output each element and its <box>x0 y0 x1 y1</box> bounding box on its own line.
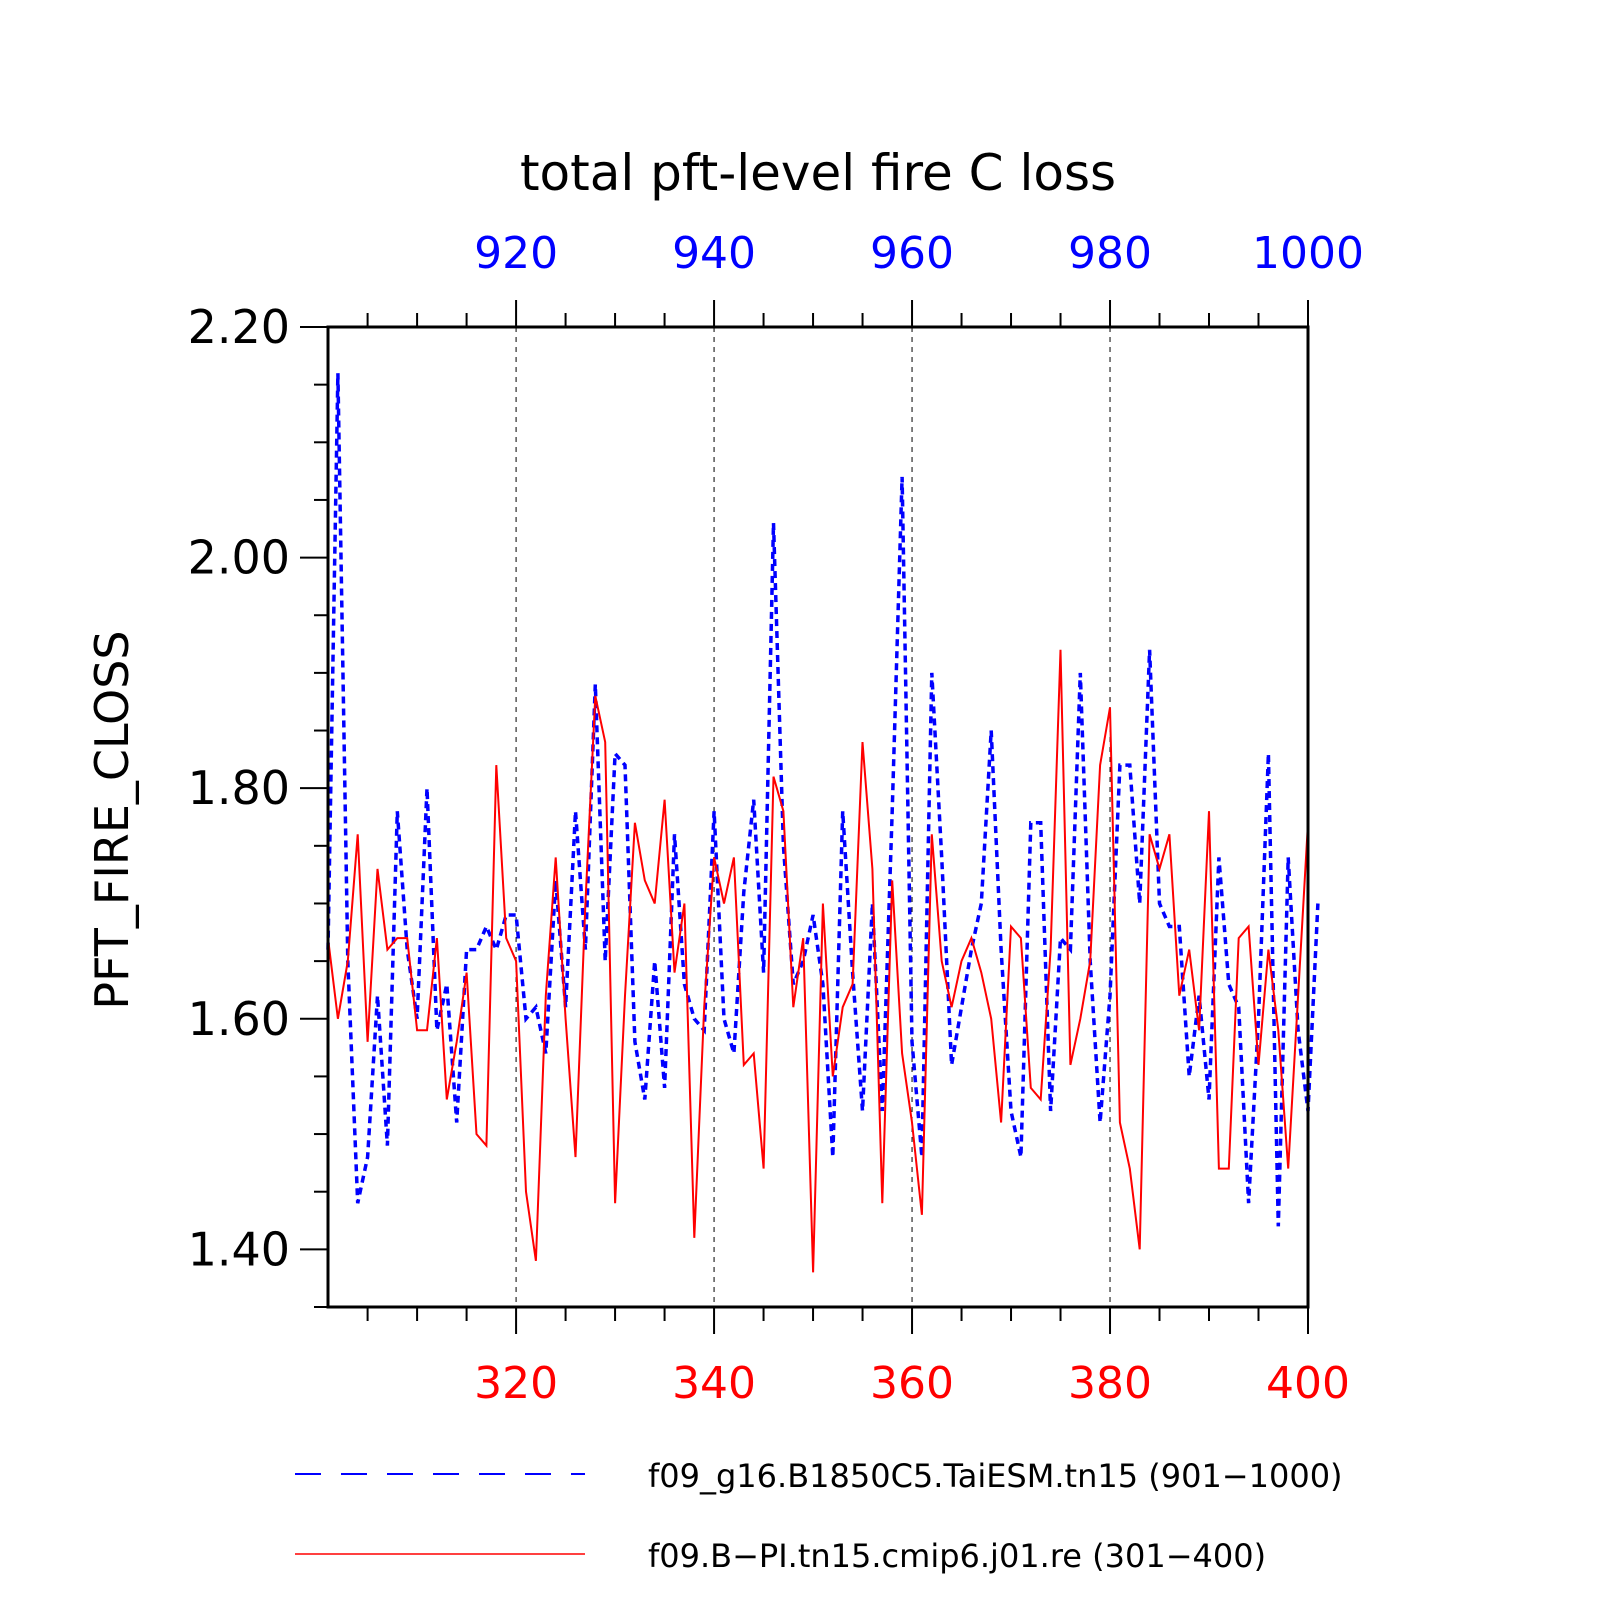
bottom-tick-label: 320 <box>474 1358 558 1409</box>
bottom-tick-label: 380 <box>1068 1358 1152 1409</box>
legend-label-2: f09.B−PI.tn15.cmip6.j01.re (301−400) <box>648 1537 1266 1575</box>
y-axis-label: PFT_FIRE_CLOSS <box>85 630 139 1009</box>
top-tick-label: 980 <box>1068 228 1152 279</box>
legend: f09_g16.B1850C5.TaiESM.tn15 (901−1000) f0… <box>295 1457 1343 1575</box>
y-tick-label: 1.40 <box>188 1222 290 1276</box>
top-tick-label: 1000 <box>1252 228 1364 279</box>
top-tick-label: 940 <box>672 228 756 279</box>
y-tick-label: 1.80 <box>188 761 290 815</box>
bottom-tick-label: 400 <box>1266 1358 1350 1409</box>
bottom-tick-label: 360 <box>870 1358 954 1409</box>
plot-frame <box>326 325 1310 1309</box>
y-tick-label: 2.00 <box>188 531 290 585</box>
legend-label-1: f09_g16.B1850C5.TaiESM.tn15 (901−1000) <box>648 1457 1343 1495</box>
top-tick-label: 960 <box>870 228 954 279</box>
series-line-1 <box>326 373 1320 1227</box>
chart-title: total pft-level fire C loss <box>520 144 1116 202</box>
y-tick-label: 1.60 <box>188 992 290 1046</box>
top-tick-label: 920 <box>474 228 558 279</box>
bottom-tick-label: 340 <box>672 1358 756 1409</box>
axes: 1.40 1.60 1.80 2.00 2.20 920 940 960 980 1000 320 3… <box>188 228 1364 1409</box>
series-lines <box>326 373 1320 1273</box>
grid-lines <box>515 327 1111 1307</box>
y-tick-label: 2.20 <box>188 300 290 354</box>
series-line-2 <box>327 649 1309 1273</box>
